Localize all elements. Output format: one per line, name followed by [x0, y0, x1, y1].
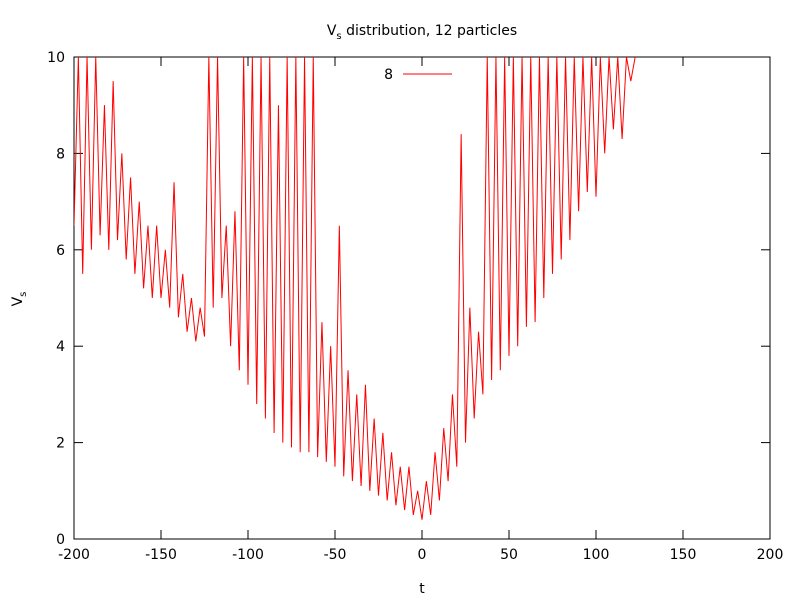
y-tick-label: 6 [56, 243, 65, 259]
ylabel-subscript: s [18, 292, 29, 297]
y-tick-label: 2 [56, 436, 65, 452]
plot-area [74, 57, 636, 520]
y-tick-label: 10 [47, 50, 65, 66]
legend-label: 8 [384, 67, 393, 83]
y-axis-label: Vs [10, 292, 29, 307]
ylabel-main: V [10, 296, 26, 306]
title-main: V [327, 23, 337, 39]
x-tick-label: 50 [500, 547, 518, 563]
x-axis-label: t [419, 581, 425, 597]
x-tick-label: -200 [58, 547, 90, 563]
title-rest: distribution, 12 particles [342, 23, 518, 39]
x-tick-label: 100 [583, 547, 610, 563]
x-tick-label: 0 [418, 547, 427, 563]
x-tick-label: -50 [324, 547, 347, 563]
x-tick-label: 200 [757, 547, 784, 563]
y-tick-label: 0 [56, 532, 65, 548]
title-subscript: s [336, 31, 341, 42]
x-tick-label: 150 [670, 547, 697, 563]
chart-title: Vs distribution, 12 particles [327, 23, 517, 42]
y-tick-label: 4 [56, 339, 65, 355]
x-tick-label: -150 [145, 547, 177, 563]
y-tick-label: 8 [56, 146, 65, 162]
x-tick-label: -100 [232, 547, 264, 563]
data-line [74, 57, 636, 520]
